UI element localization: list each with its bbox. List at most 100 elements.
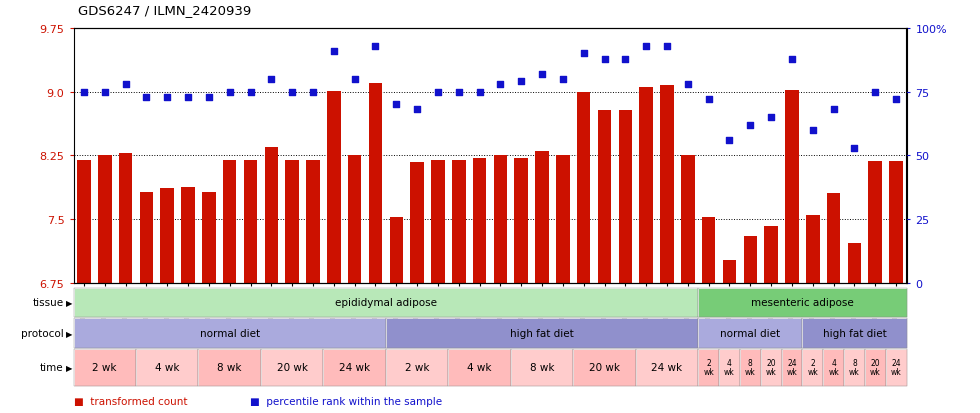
Point <box>160 94 175 101</box>
Text: mesenteric adipose: mesenteric adipose <box>751 298 854 308</box>
Text: ■  percentile rank within the sample: ■ percentile rank within the sample <box>250 396 442 406</box>
Text: 4
wk: 4 wk <box>724 358 735 377</box>
Text: 8
wk: 8 wk <box>849 358 859 377</box>
Point <box>763 114 779 121</box>
Point <box>660 43 675 50</box>
Text: 4 wk: 4 wk <box>467 363 492 373</box>
Text: normal diet: normal diet <box>720 328 780 338</box>
Bar <box>889 162 903 283</box>
Bar <box>368 84 382 283</box>
Bar <box>556 156 569 283</box>
Point <box>638 43 654 50</box>
Bar <box>514 159 528 283</box>
Point <box>180 94 196 101</box>
Text: time: time <box>40 363 64 373</box>
Text: high fat diet: high fat diet <box>822 328 886 338</box>
Point <box>721 138 737 144</box>
Point <box>680 81 696 88</box>
Bar <box>265 147 278 283</box>
Point <box>784 56 800 63</box>
Bar <box>535 152 549 283</box>
Bar <box>494 156 508 283</box>
Point <box>430 89 446 96</box>
Point <box>284 89 300 96</box>
Text: high fat diet: high fat diet <box>511 328 574 338</box>
Text: normal diet: normal diet <box>200 328 260 338</box>
Bar <box>452 160 466 283</box>
Text: 20
wk: 20 wk <box>870 358 881 377</box>
Point <box>493 81 509 88</box>
Text: ▶: ▶ <box>66 329 73 338</box>
Point <box>451 89 466 96</box>
Bar <box>202 192 216 283</box>
Bar <box>161 188 174 283</box>
Bar <box>848 243 861 283</box>
Point <box>201 94 217 101</box>
Text: 2
wk: 2 wk <box>704 358 714 377</box>
Bar <box>744 236 758 283</box>
Text: 4
wk: 4 wk <box>828 358 839 377</box>
Bar <box>181 187 195 283</box>
Point <box>867 89 883 96</box>
Bar <box>348 156 362 283</box>
Text: ■  transformed count: ■ transformed count <box>74 396 187 406</box>
Bar <box>327 92 341 283</box>
Bar <box>411 163 424 283</box>
Bar <box>285 160 299 283</box>
Point <box>97 89 113 96</box>
Point <box>368 43 383 50</box>
Bar <box>119 153 132 283</box>
Point <box>221 89 237 96</box>
Bar <box>827 194 841 283</box>
Bar <box>868 162 882 283</box>
Bar <box>222 160 236 283</box>
Point <box>701 97 716 103</box>
Text: 24
wk: 24 wk <box>891 358 902 377</box>
Point <box>534 71 550 78</box>
Text: 8
wk: 8 wk <box>745 358 756 377</box>
Bar <box>77 160 91 283</box>
Point <box>514 79 529 85</box>
Text: 8 wk: 8 wk <box>530 363 555 373</box>
Bar <box>139 192 153 283</box>
Point <box>410 107 425 114</box>
Bar <box>764 226 778 283</box>
Point <box>743 122 759 129</box>
Bar <box>306 160 319 283</box>
Bar <box>618 111 632 283</box>
Text: 2 wk: 2 wk <box>92 363 117 373</box>
Bar <box>577 93 591 283</box>
Point <box>118 81 133 88</box>
Text: 20
wk: 20 wk <box>765 358 776 377</box>
Bar <box>389 218 403 283</box>
Text: GDS6247 / ILMN_2420939: GDS6247 / ILMN_2420939 <box>78 4 252 17</box>
Text: 24
wk: 24 wk <box>787 358 798 377</box>
Text: 20 wk: 20 wk <box>276 363 308 373</box>
Point <box>138 94 154 101</box>
Bar <box>639 88 653 283</box>
Point <box>617 56 633 63</box>
Text: 4 wk: 4 wk <box>155 363 179 373</box>
Point <box>847 145 862 152</box>
Text: 8 wk: 8 wk <box>218 363 242 373</box>
Text: ▶: ▶ <box>66 363 73 372</box>
Point <box>555 76 570 83</box>
Text: 2
wk: 2 wk <box>808 358 818 377</box>
Point <box>76 89 92 96</box>
Bar <box>681 156 695 283</box>
Point <box>326 48 342 55</box>
Point <box>388 102 404 109</box>
Bar <box>661 85 674 283</box>
Point <box>243 89 259 96</box>
Bar <box>472 159 486 283</box>
Text: 24 wk: 24 wk <box>652 363 683 373</box>
Text: tissue: tissue <box>32 298 64 308</box>
Bar <box>702 218 715 283</box>
Point <box>805 127 820 134</box>
Bar <box>806 215 819 283</box>
Bar <box>785 91 799 283</box>
Text: 24 wk: 24 wk <box>339 363 370 373</box>
Point <box>347 76 363 83</box>
Text: protocol: protocol <box>21 328 64 338</box>
Point <box>576 51 592 58</box>
